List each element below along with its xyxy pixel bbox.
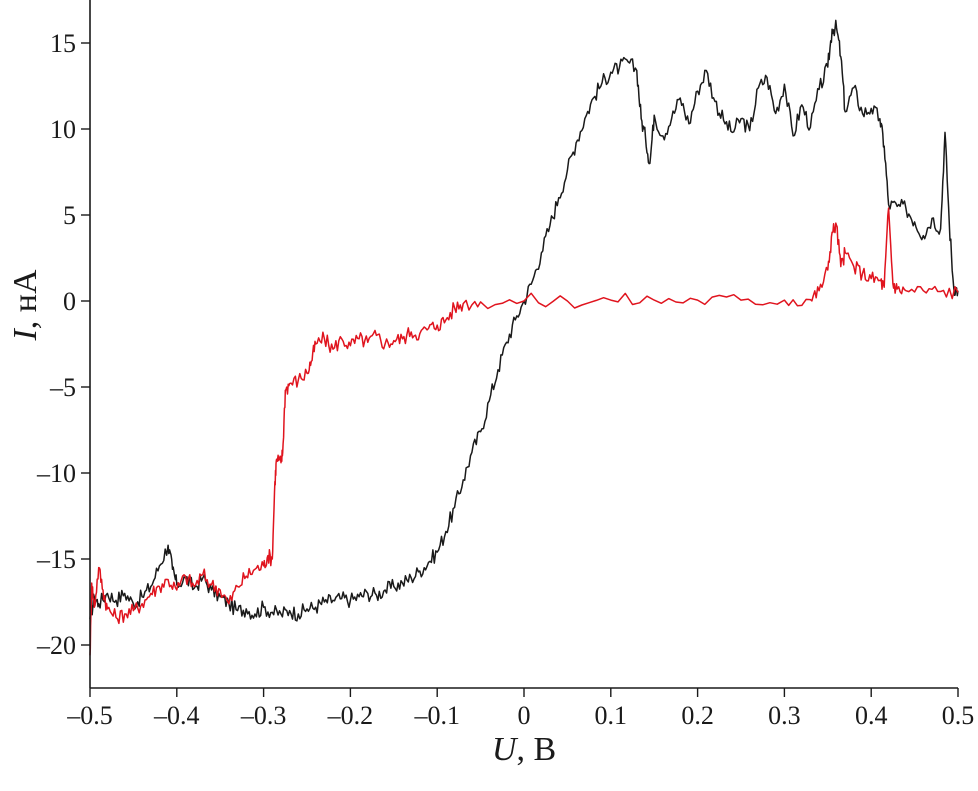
x-tick-label: –0.2 <box>327 701 374 730</box>
series-line-1 <box>89 19 959 622</box>
x-tick-label: 0.2 <box>681 701 714 730</box>
x-tick-label: –0.4 <box>153 701 200 730</box>
x-axis-unit: , В <box>516 731 556 768</box>
series-layer <box>89 19 959 656</box>
x-tick-label: –0.5 <box>66 701 113 730</box>
y-tick-label: 15 <box>50 29 76 58</box>
x-axis-variable: U <box>492 731 519 768</box>
y-axis-unit: , нА <box>7 269 44 329</box>
x-tick-label: 0.3 <box>768 701 801 730</box>
y-tick-label: 10 <box>50 115 76 144</box>
x-tick-label: 0 <box>518 701 531 730</box>
y-tick-label: –20 <box>36 631 76 660</box>
x-tick-label: 0.5 <box>942 701 975 730</box>
x-tick-label: 0.4 <box>855 701 888 730</box>
y-tick-label: 0 <box>63 287 76 316</box>
y-tick-label: –10 <box>36 459 76 488</box>
y-tick-label: –5 <box>49 373 76 402</box>
y-axis-ticks: –20 –15 –10 –5 0 5 10 15 <box>36 29 90 660</box>
x-axis-ticks: –0.5 –0.4 –0.3 –0.2 –0.1 0 0.1 0.2 0.3 0.4 0.5 <box>66 688 974 730</box>
x-axis-title: U, В <box>492 731 556 768</box>
x-tick-label: 0.1 <box>595 701 628 730</box>
y-tick-label: 5 <box>63 201 76 230</box>
y-axis-variable: I <box>7 328 44 342</box>
x-tick-label: –0.3 <box>240 701 287 730</box>
series-line-2 <box>89 207 959 656</box>
x-tick-label: –0.1 <box>413 701 460 730</box>
y-axis-title: I, нА <box>7 269 44 342</box>
y-tick-label: –15 <box>36 545 76 574</box>
axes-layer <box>89 0 958 689</box>
